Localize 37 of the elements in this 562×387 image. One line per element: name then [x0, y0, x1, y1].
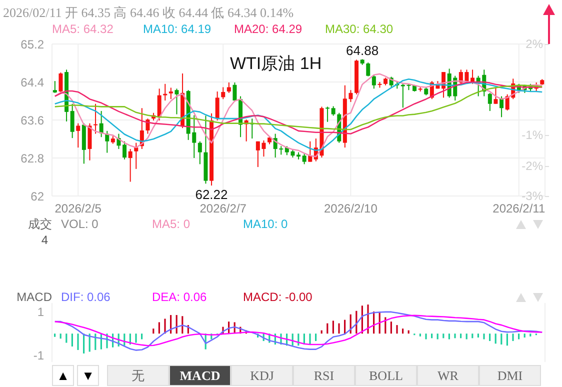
text: 4: [41, 233, 48, 247]
y-axis-title: MACD: [16, 290, 52, 304]
annotation: 62.22: [195, 186, 228, 202]
text: ▲: [52, 365, 74, 386]
text: MA30: 64.30: [325, 22, 394, 36]
text: KDJ: [231, 365, 293, 386]
text: MACD: [169, 365, 231, 386]
y-tick-label: 62: [30, 189, 44, 204]
y-tick-label: 64.4: [20, 75, 44, 90]
text: RSI: [293, 365, 355, 386]
text: MA20: 64.29: [234, 22, 302, 36]
y-tick-label: 65.2: [20, 37, 44, 52]
series-label: MACD: -0.00: [243, 290, 312, 304]
text: MA5: 0: [152, 217, 190, 231]
text: WR: [417, 365, 479, 386]
text: WTI原油 1H: [230, 53, 322, 75]
text: ▼: [77, 365, 99, 386]
x-tick-label: 2026/2/7: [200, 202, 247, 216]
y-tick-label: 1: [37, 305, 44, 319]
chart-subtitle: 2026/02/11 开 64.35 高 64.46 收 64.44 低 64.34 0.14%: [3, 4, 294, 22]
text: MA10: 64.19: [143, 22, 212, 36]
text: 成交: [28, 217, 52, 231]
text: 无: [107, 365, 169, 386]
annotation: 64.88: [346, 43, 379, 58]
text: DEA: 0.06: [152, 290, 207, 304]
text: DMI: [479, 365, 541, 386]
text: BOLL: [355, 365, 417, 386]
series-label: DIF: 0.06: [61, 290, 110, 304]
x-tick-label: 2026/2/11: [492, 202, 546, 216]
text: MA5: 64.32: [52, 22, 114, 36]
x-tick-label: 2026/2/10: [324, 202, 378, 216]
y-tick-label: -1: [33, 348, 44, 363]
y-tick-label: 62.8: [20, 151, 44, 166]
text: VOL: 0: [61, 217, 98, 231]
y-tick-label: 63.6: [20, 113, 44, 128]
x-tick-label: 2026/2/5: [54, 202, 102, 216]
text: MA10: 0: [243, 217, 288, 231]
